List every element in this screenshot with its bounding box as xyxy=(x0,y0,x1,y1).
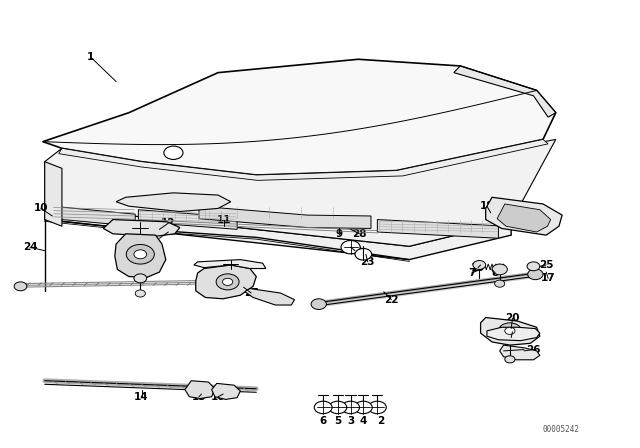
Text: 23: 23 xyxy=(360,257,375,267)
Text: 22: 22 xyxy=(384,295,399,305)
Circle shape xyxy=(342,401,360,414)
Circle shape xyxy=(223,278,233,285)
Polygon shape xyxy=(500,345,540,360)
Circle shape xyxy=(499,323,522,339)
Text: 24: 24 xyxy=(23,242,37,252)
Text: 1: 1 xyxy=(87,52,94,62)
Text: 2: 2 xyxy=(377,416,384,426)
Circle shape xyxy=(329,401,347,414)
Circle shape xyxy=(355,249,372,260)
Circle shape xyxy=(134,274,147,283)
Text: 17: 17 xyxy=(541,273,556,283)
Circle shape xyxy=(505,327,515,334)
Polygon shape xyxy=(497,204,550,232)
Polygon shape xyxy=(103,220,180,237)
Text: 14: 14 xyxy=(134,392,149,402)
Text: 28: 28 xyxy=(352,229,367,239)
Text: 8: 8 xyxy=(492,268,499,278)
Text: 15: 15 xyxy=(191,392,206,402)
Polygon shape xyxy=(59,139,548,181)
Polygon shape xyxy=(486,197,562,235)
Circle shape xyxy=(528,269,543,280)
Text: 13: 13 xyxy=(161,227,175,237)
Text: 16: 16 xyxy=(211,392,225,402)
Polygon shape xyxy=(43,59,556,175)
Polygon shape xyxy=(45,162,62,226)
Circle shape xyxy=(341,241,360,254)
Text: 26: 26 xyxy=(526,345,541,354)
Polygon shape xyxy=(212,383,241,400)
Circle shape xyxy=(314,401,332,414)
Text: 19: 19 xyxy=(471,263,485,273)
Polygon shape xyxy=(116,193,231,211)
Text: 27: 27 xyxy=(244,288,259,298)
Circle shape xyxy=(216,274,239,290)
Polygon shape xyxy=(115,234,166,277)
Polygon shape xyxy=(199,206,371,228)
Text: 25: 25 xyxy=(539,260,554,270)
Polygon shape xyxy=(196,265,256,299)
Circle shape xyxy=(311,299,326,310)
Circle shape xyxy=(492,264,508,275)
Polygon shape xyxy=(481,318,540,345)
Text: 11: 11 xyxy=(217,215,232,225)
Polygon shape xyxy=(487,327,540,340)
Text: 12: 12 xyxy=(161,218,175,228)
Text: 6: 6 xyxy=(319,416,327,426)
Text: 5: 5 xyxy=(334,416,342,426)
Circle shape xyxy=(505,356,515,363)
Polygon shape xyxy=(194,260,266,268)
Circle shape xyxy=(135,290,145,297)
Circle shape xyxy=(126,245,154,264)
Circle shape xyxy=(473,260,486,269)
Circle shape xyxy=(495,280,505,287)
Circle shape xyxy=(164,146,183,159)
Circle shape xyxy=(14,282,27,291)
Polygon shape xyxy=(454,66,556,117)
Circle shape xyxy=(369,401,387,414)
Polygon shape xyxy=(52,206,135,226)
Text: 29: 29 xyxy=(348,246,362,256)
Text: 7: 7 xyxy=(468,268,476,278)
Text: 18: 18 xyxy=(480,201,494,211)
Polygon shape xyxy=(245,289,294,305)
Circle shape xyxy=(527,262,540,271)
Polygon shape xyxy=(45,206,511,260)
Polygon shape xyxy=(138,210,237,229)
Circle shape xyxy=(355,401,372,414)
Text: 3: 3 xyxy=(347,416,354,426)
Text: 21: 21 xyxy=(505,327,520,337)
Polygon shape xyxy=(45,139,556,246)
Circle shape xyxy=(134,250,147,259)
Text: 4: 4 xyxy=(360,416,367,426)
Text: 00005242: 00005242 xyxy=(542,425,579,434)
Polygon shape xyxy=(185,381,215,399)
Text: 9: 9 xyxy=(335,229,342,239)
Text: 10: 10 xyxy=(34,203,48,213)
Polygon shape xyxy=(378,220,499,238)
Text: 20: 20 xyxy=(505,314,520,323)
